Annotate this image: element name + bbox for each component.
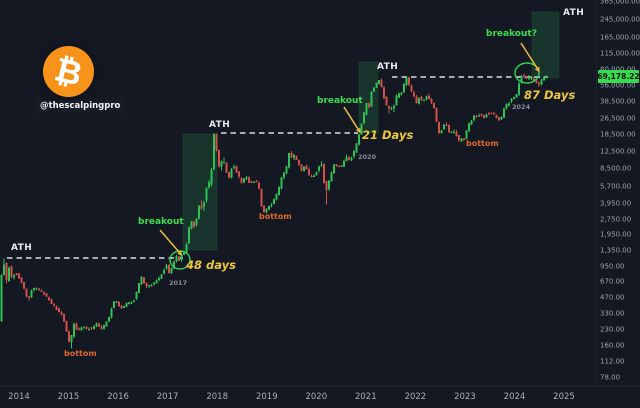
year-tick: 2015 (57, 392, 80, 402)
price-tick: 56,000.00 (600, 81, 636, 90)
bitcoin-logo: ₿ (43, 46, 94, 97)
year-tick: 2021 (354, 392, 377, 402)
price-tick: 365,000.00 (600, 0, 640, 6)
price-tick: 115,000.00 (600, 49, 640, 58)
price-tick: 3,950.00 (600, 199, 632, 207)
time-axis-separator (0, 386, 640, 387)
year-tick: 2025 (553, 392, 575, 402)
year-tick: 2023 (454, 392, 476, 402)
year-tick: 2014 (8, 392, 30, 402)
year-tick: 2020 (305, 392, 328, 402)
price-tick: 670.00 (600, 277, 625, 286)
price-tick: 38,500.00 (600, 97, 636, 106)
price-tick: 2,750.00 (600, 215, 632, 224)
year-tick: 2017 (156, 392, 179, 402)
price-tick: 1,350.00 (600, 246, 632, 255)
price-tick: 78.00 (600, 373, 621, 382)
price-tick: 112.00 (600, 357, 625, 366)
price-tick: 165,000.00 (600, 33, 640, 42)
year-tick: 2022 (404, 392, 427, 402)
price-tick: 5,700.00 (600, 182, 632, 191)
price-tick: 26,500.00 (600, 114, 636, 123)
price-tick: 80,000.00 (600, 66, 636, 73)
price-tick: 1,950.00 (600, 230, 632, 239)
price-tick: 160.00 (600, 341, 625, 350)
price-axis-separator (596, 0, 597, 386)
year-tick: 2018 (206, 392, 229, 402)
price-tick: 950.00 (600, 262, 625, 271)
price-tick: 18,500.00 (600, 130, 636, 139)
price-tick: 8,500.00 (600, 164, 632, 173)
bitcoin-icon: ₿ (50, 49, 87, 94)
year-tick: 2019 (255, 392, 278, 402)
year-tick: 2024 (503, 392, 526, 402)
price-tick: 12,500.00 (600, 147, 636, 156)
year-tick: 2016 (107, 392, 129, 402)
price-tick: 245,000.00 (600, 15, 640, 24)
price-tick: 230.00 (600, 325, 625, 334)
price-tick: 330.00 (600, 309, 625, 318)
price-tick: 470.00 (600, 293, 625, 302)
last-price-badge: 69,178.22 (597, 70, 640, 83)
